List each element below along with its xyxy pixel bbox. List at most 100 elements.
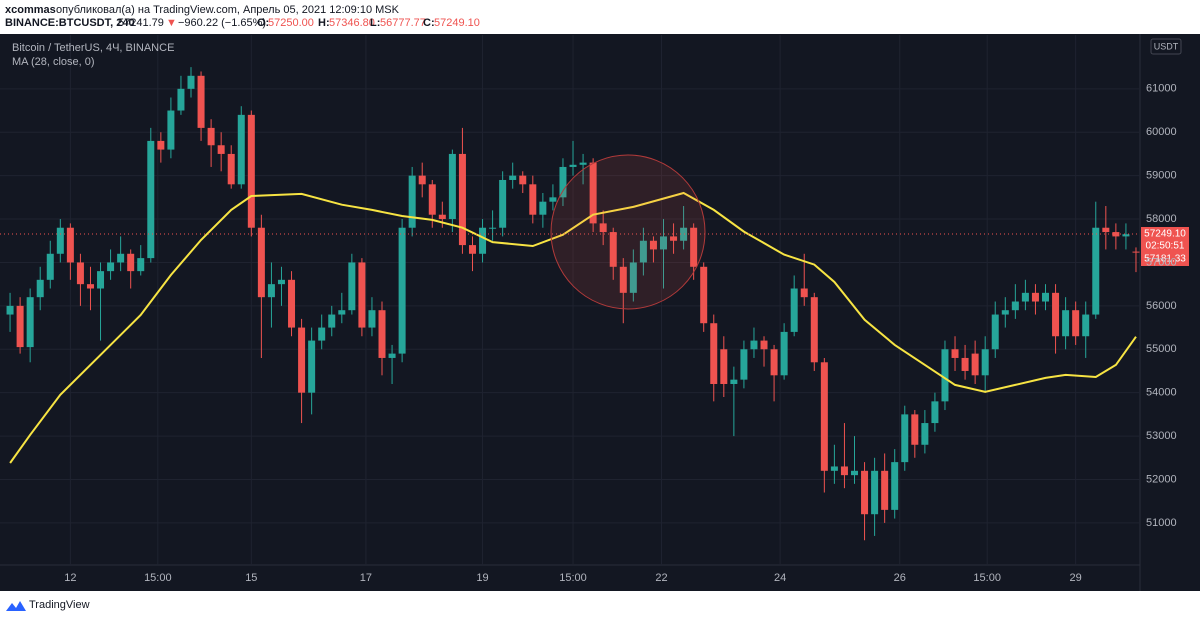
candle-body <box>1102 227 1110 233</box>
candle-body <box>589 162 597 224</box>
candle-body <box>368 310 376 328</box>
candle-body <box>458 153 466 246</box>
candle-body <box>1001 310 1009 315</box>
candle-body <box>639 240 647 263</box>
change: −960.22 (−1.65%) <box>178 17 266 29</box>
x-tick-label: 22 <box>655 572 667 584</box>
candle-body <box>147 140 155 259</box>
candle-body <box>941 349 949 402</box>
candle-body <box>1122 234 1130 237</box>
y-tick-label: 52000 <box>1146 473 1177 485</box>
x-tick-label: 12 <box>64 572 76 584</box>
candle-body <box>408 175 416 228</box>
candle-body <box>740 349 748 380</box>
candle-body <box>991 314 999 350</box>
close-value: 57249.10 <box>434 17 480 29</box>
close-label: C: <box>423 17 435 29</box>
candle-body <box>127 253 135 272</box>
brand[interactable]: TradingView <box>29 599 90 611</box>
y-tick-label: 57000 <box>1146 256 1177 268</box>
change-arrow: ▼ <box>166 17 177 29</box>
low-value: 56777.77 <box>380 17 426 29</box>
x-tick-label: 29 <box>1070 572 1082 584</box>
candle-body <box>26 297 34 348</box>
candle-body <box>529 184 537 215</box>
y-tick-label: 51000 <box>1146 517 1177 529</box>
candle-body <box>871 470 879 515</box>
price-tag: 57181.33 <box>1144 254 1186 265</box>
candle-body <box>97 271 105 289</box>
candle-body <box>388 353 396 358</box>
candle-body <box>931 401 939 424</box>
candle-body <box>730 379 738 384</box>
candle-body <box>670 236 678 241</box>
candle-body <box>56 227 64 254</box>
candle-body <box>861 470 869 515</box>
candle-body <box>1031 292 1039 302</box>
countdown: 02:50:51 <box>1146 241 1185 252</box>
candle-body <box>830 466 838 471</box>
candle-body <box>428 184 436 215</box>
author: xcommas <box>5 4 56 16</box>
logo-icon[interactable] <box>6 601 26 611</box>
candle-body <box>187 75 195 89</box>
candle-body <box>971 353 979 376</box>
x-tick-label: 15:00 <box>559 572 587 584</box>
candle-body <box>277 279 285 285</box>
candle-body <box>911 414 919 445</box>
y-tick-label: 53000 <box>1146 430 1177 442</box>
candle-body <box>840 466 848 476</box>
y-tick-label: 54000 <box>1146 387 1177 399</box>
candle-body <box>790 288 798 332</box>
candle-body <box>951 349 959 358</box>
candle-body <box>378 310 386 358</box>
candle-body <box>881 470 889 510</box>
candle-body <box>850 470 858 476</box>
candle-body <box>961 357 969 371</box>
currency[interactable]: USDT <box>1154 41 1179 51</box>
open-label: O: <box>257 17 269 29</box>
candle-body <box>479 227 487 254</box>
candle-body <box>76 262 84 285</box>
y-tick-label: 55000 <box>1146 343 1177 355</box>
candle-body <box>710 323 718 384</box>
candle-body <box>680 227 688 241</box>
candle-body <box>247 114 255 228</box>
candle-body <box>619 266 627 293</box>
candle-body <box>1042 292 1050 302</box>
candle-body <box>157 140 165 150</box>
candle-body <box>358 262 366 328</box>
candle-body <box>257 227 265 298</box>
candle-body <box>1072 310 1080 337</box>
candle-body <box>800 288 808 298</box>
candle-body <box>659 236 667 250</box>
x-tick-label: 15:00 <box>144 572 172 584</box>
high-label: H: <box>318 17 330 29</box>
candle-body <box>489 227 497 229</box>
candle-body <box>810 297 818 363</box>
moving-average <box>9 191 1137 464</box>
y-tick-label: 60000 <box>1146 126 1177 138</box>
candle-body <box>237 114 245 185</box>
candle-body <box>197 75 205 128</box>
brand-logo[interactable]: TradingView <box>6 599 90 611</box>
candle-body <box>288 279 296 328</box>
x-tick-label: 15 <box>245 572 257 584</box>
candle-body <box>820 362 828 471</box>
candle-body <box>107 262 115 272</box>
candle-body <box>298 327 306 393</box>
candle-body <box>609 232 617 267</box>
candle-body <box>700 266 708 324</box>
highlight-circle <box>550 154 706 310</box>
candle-body <box>539 201 547 215</box>
footer-bar <box>0 591 1200 619</box>
x-tick-label: 26 <box>894 572 906 584</box>
candle-body <box>1011 301 1019 311</box>
candle-body <box>217 145 225 154</box>
candle-body <box>16 305 24 348</box>
currency-box[interactable] <box>1150 38 1182 55</box>
candle-body <box>1021 292 1029 302</box>
candle-body <box>750 340 758 350</box>
y-tick-label: 59000 <box>1146 170 1177 182</box>
